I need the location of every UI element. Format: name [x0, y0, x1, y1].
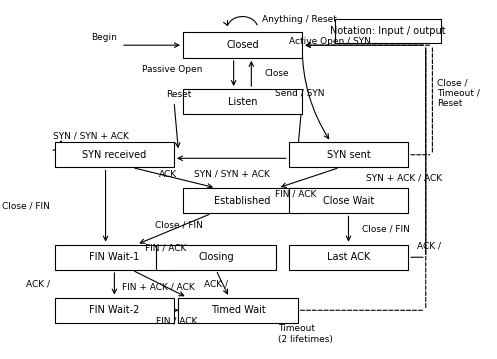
Text: Close: Close [264, 69, 289, 78]
Text: FIN / ACK: FIN / ACK [156, 316, 197, 325]
Text: FIN / ACK: FIN / ACK [275, 189, 316, 198]
Bar [183, 32, 302, 58]
Bar [157, 244, 276, 270]
Text: SYN / SYN + ACK: SYN / SYN + ACK [193, 170, 269, 179]
Text: FIN Wait-1: FIN Wait-1 [89, 252, 140, 262]
Text: Passive Open: Passive Open [142, 65, 203, 74]
Text: ACK /: ACK / [204, 279, 228, 288]
Bar [335, 19, 441, 43]
Text: Send / SYN: Send / SYN [275, 88, 325, 97]
Text: Anything / Reset: Anything / Reset [262, 15, 337, 24]
Text: Reset: Reset [166, 90, 191, 99]
Text: FIN / ACK: FIN / ACK [145, 244, 186, 253]
Text: ACK /: ACK / [417, 241, 441, 250]
Text: Closed: Closed [226, 40, 259, 50]
Text: SYN + ACK / ACK: SYN + ACK / ACK [366, 173, 442, 182]
Text: Close / FIN: Close / FIN [362, 224, 410, 233]
Text: Listen: Listen [228, 97, 257, 107]
Text: Close /
Timeout /
Reset: Close / Timeout / Reset [437, 78, 480, 108]
Text: FIN + ACK / ACK: FIN + ACK / ACK [122, 283, 195, 292]
Bar [289, 188, 408, 214]
Text: Established: Established [214, 196, 271, 206]
Text: Notation: Input / output: Notation: Input / output [331, 26, 446, 36]
Text: Closing: Closing [198, 252, 234, 262]
Bar [55, 244, 174, 270]
Text: SYN received: SYN received [83, 150, 147, 160]
Bar [55, 142, 174, 168]
Text: FIN Wait-2: FIN Wait-2 [89, 305, 140, 315]
Text: ACK: ACK [159, 170, 177, 179]
Text: Timeout
(2 lifetimes): Timeout (2 lifetimes) [278, 325, 332, 344]
Bar [178, 298, 298, 323]
Text: Timed Wait: Timed Wait [211, 305, 265, 315]
Text: Active Open / SYN: Active Open / SYN [289, 37, 371, 46]
Bar [289, 142, 408, 168]
Bar [289, 244, 408, 270]
Bar [183, 89, 302, 115]
Text: Close / FIN: Close / FIN [155, 221, 202, 230]
Bar [55, 298, 174, 323]
Bar [183, 188, 302, 214]
Text: SYN / SYN + ACK: SYN / SYN + ACK [53, 132, 128, 141]
Text: Close Wait: Close Wait [323, 196, 374, 206]
Text: Begin: Begin [91, 33, 117, 42]
Text: Close / FIN: Close / FIN [2, 201, 50, 210]
Text: Last ACK: Last ACK [327, 252, 370, 262]
Text: ACK /: ACK / [26, 279, 50, 288]
Text: SYN sent: SYN sent [327, 150, 370, 160]
